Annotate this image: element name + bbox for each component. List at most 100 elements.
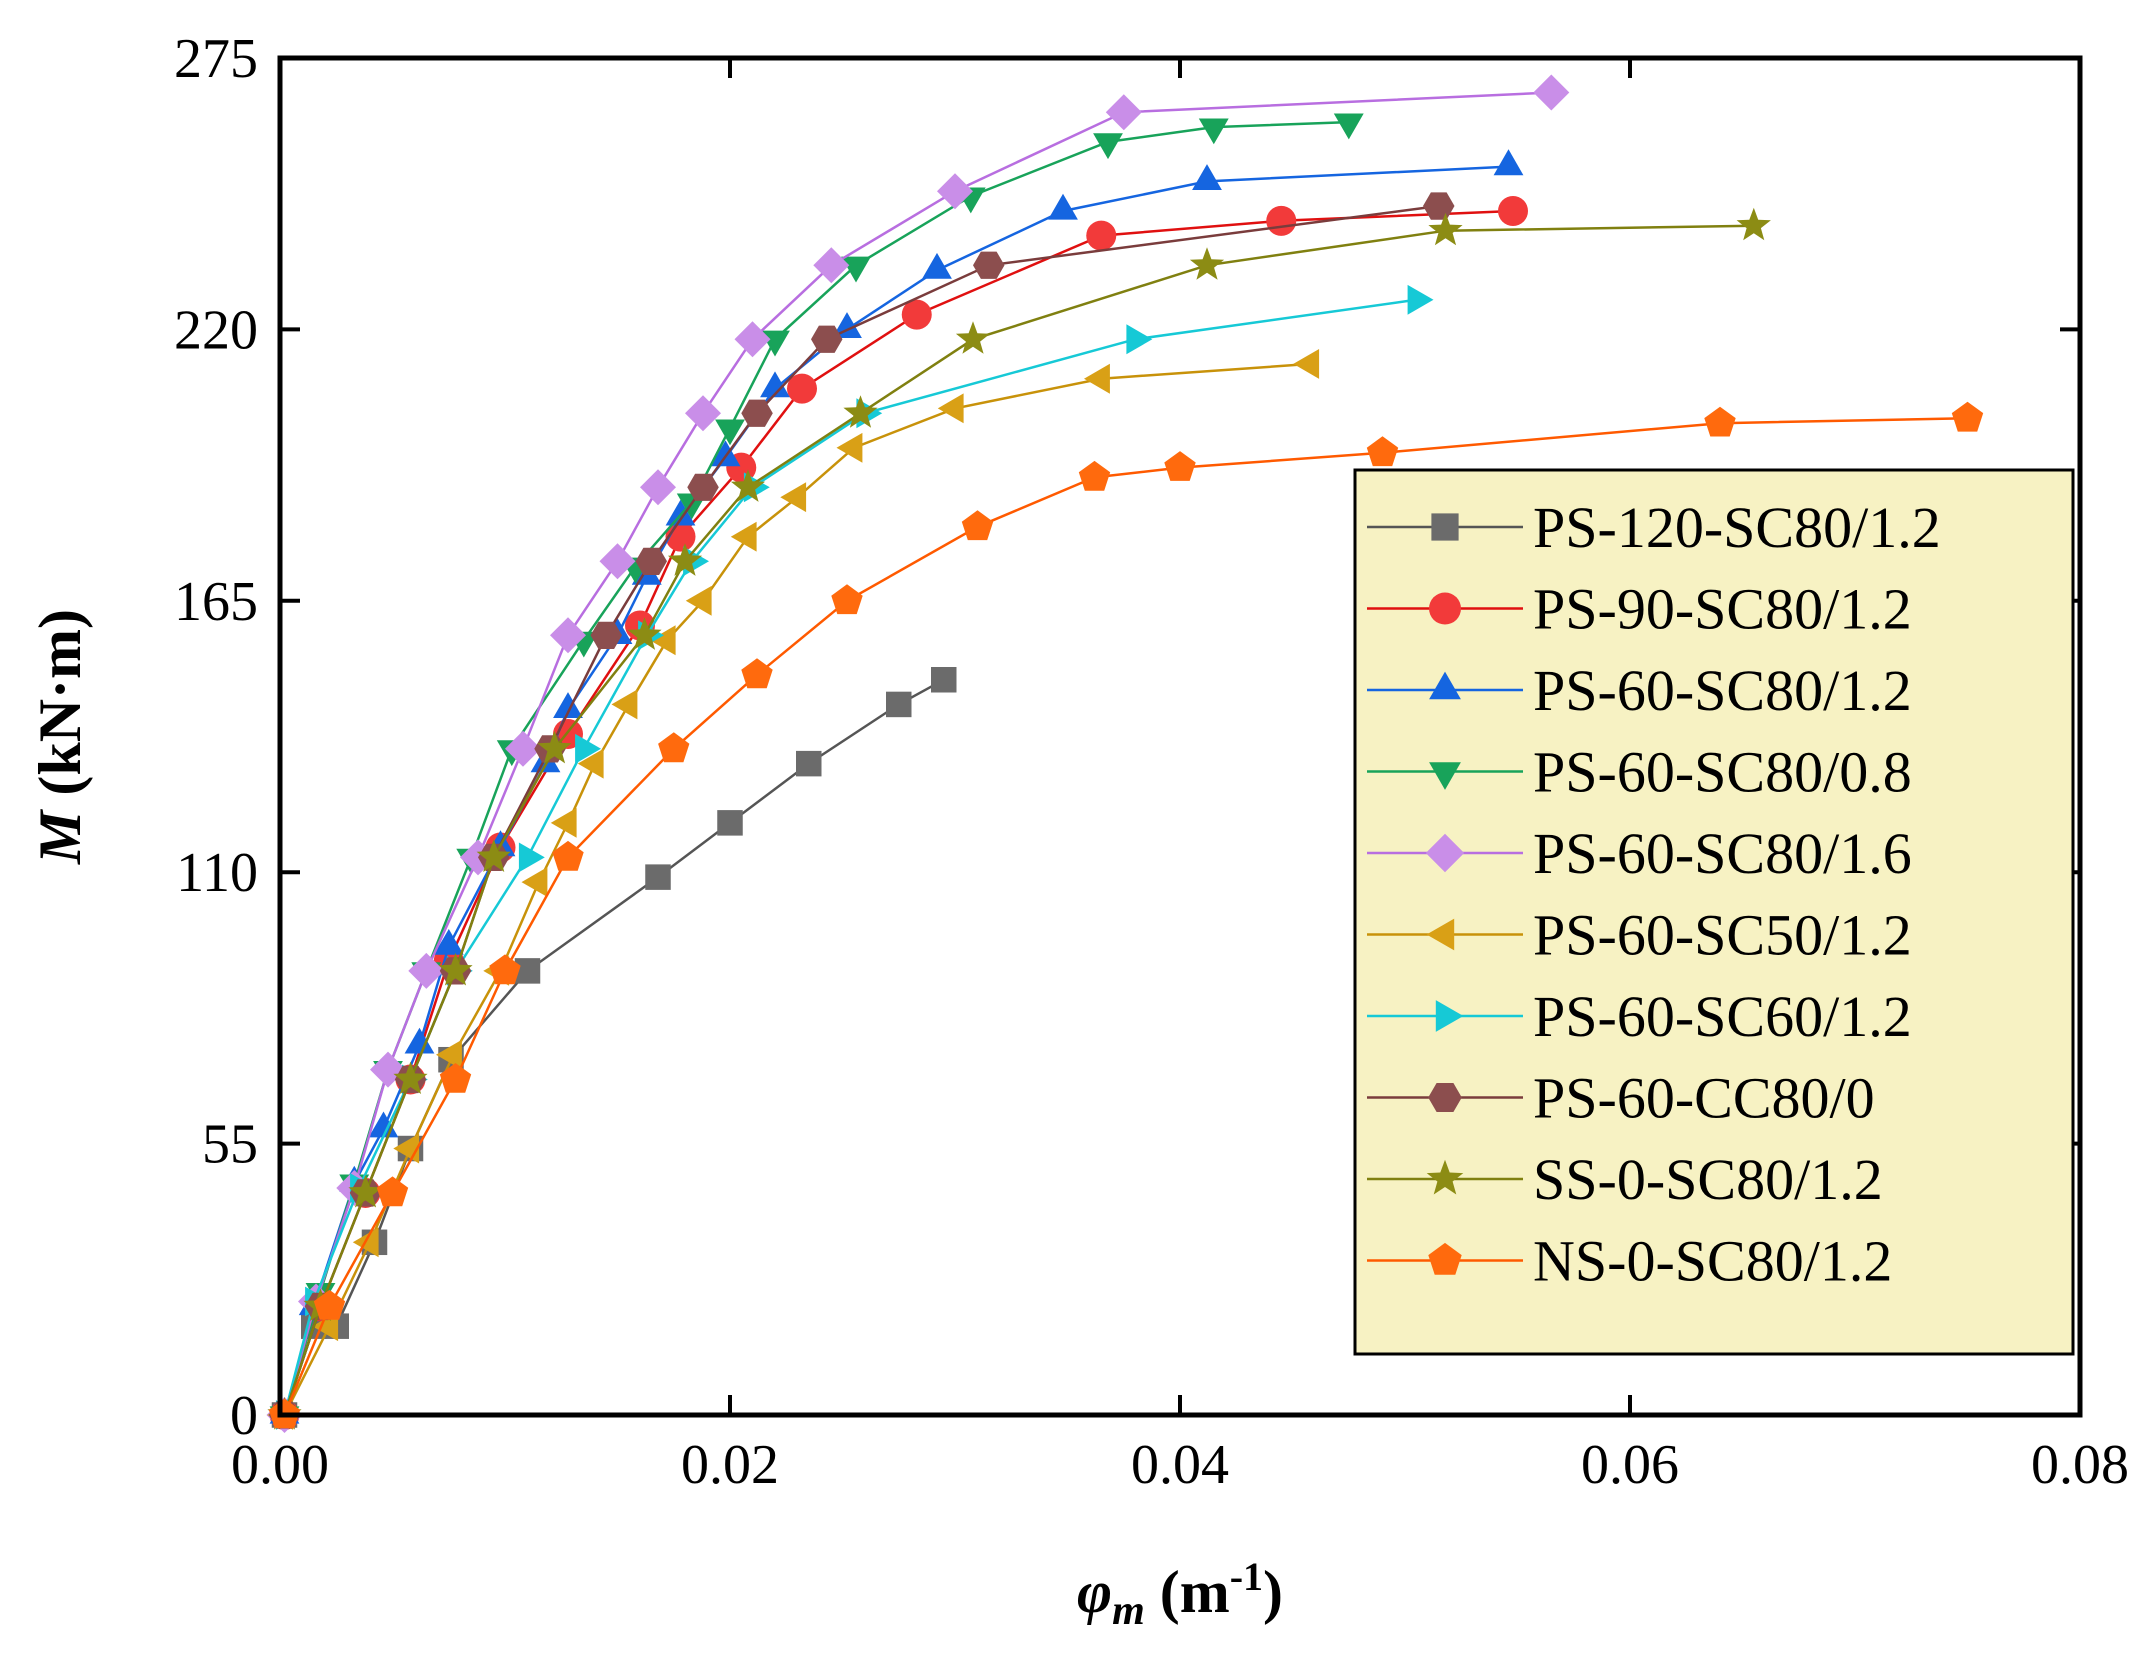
data-point: [1266, 205, 1297, 236]
data-point: [348, 1174, 383, 1208]
data-point: [640, 469, 676, 506]
x-tick-label: 0.06: [1581, 1434, 1679, 1496]
legend-box: [1353, 468, 2075, 1356]
axis-ticks: 0.00 0.02 0.04 0.06 0.08 0 55 110 165 220 275: [174, 28, 2129, 1496]
data-point: [741, 658, 773, 689]
data-point: [1951, 401, 1984, 432]
legend-label: PS-120-SC80/1.2: [1533, 495, 1941, 560]
data-point: [1084, 363, 1110, 394]
legend-item: SS-0-SC80/1.2: [1367, 1147, 1883, 1212]
y-tick-label: 275: [174, 28, 258, 90]
data-point: [667, 543, 703, 576]
data-point: [843, 395, 878, 428]
data-point: [901, 299, 932, 330]
legend-label: NS-0-SC80/1.2: [1533, 1229, 1892, 1294]
series-line: [283, 165, 1509, 1416]
data-point: [553, 692, 583, 718]
y-axis-unit: (kN·m): [27, 609, 93, 811]
x-tick-label: 0.08: [2031, 1434, 2129, 1496]
legend-label: PS-60-SC80/1.6: [1533, 821, 1912, 886]
data-point: [1048, 193, 1078, 220]
series-2: [269, 195, 1528, 1430]
legend-item: PS-60-CC80/0: [1367, 1066, 1875, 1131]
data-point: [1164, 451, 1196, 481]
data-point: [780, 482, 807, 513]
data-point: [1078, 460, 1111, 491]
data-point: [649, 625, 676, 656]
data-point: [937, 173, 973, 210]
data-point: [645, 864, 671, 890]
data-point: [715, 419, 745, 446]
data-point: [550, 807, 577, 838]
series-8: [268, 192, 1455, 1429]
data-point: [537, 730, 572, 764]
y-axis-symbol: M: [27, 808, 93, 865]
data-point: [922, 252, 952, 279]
data-point: [973, 251, 1005, 279]
x-axis-subscript: m: [1112, 1588, 1145, 1634]
data-point: [1198, 118, 1229, 145]
data-point: [1333, 113, 1364, 140]
series-10: [268, 401, 1984, 1429]
series-line: [283, 678, 945, 1416]
x-axis-unit-close: ): [1263, 1559, 1283, 1625]
data-point: [376, 1176, 409, 1207]
data-point: [787, 373, 817, 404]
data-point: [577, 748, 604, 779]
data-point: [1093, 133, 1123, 160]
y-tick-label: 220: [174, 299, 258, 361]
data-point: [1126, 324, 1153, 355]
data-point: [436, 1039, 462, 1070]
legend-marker: [1428, 1242, 1462, 1275]
series-line: [283, 209, 1514, 1416]
data-point: [717, 810, 743, 836]
x-axis-title: φm (m-1): [1077, 1554, 1283, 1634]
legend-label: PS-60-SC60/1.2: [1533, 984, 1912, 1049]
data-point: [635, 547, 667, 575]
legend-marker: [1428, 1083, 1462, 1112]
data-point: [552, 840, 584, 871]
legend: PS-120-SC80/1.2 PS-90-SC80/1.2 PS-60-SC80/…: [1353, 468, 2075, 1356]
data-point: [439, 1063, 472, 1093]
series-line: [283, 298, 1417, 1416]
legend-label: PS-60-CC80/0: [1533, 1066, 1875, 1131]
x-tick-label: 0.02: [681, 1434, 779, 1496]
data-point: [408, 952, 445, 989]
legend-item: PS-60-SC80/1.2: [1367, 658, 1912, 723]
data-point: [505, 730, 541, 767]
series-line: [283, 362, 1311, 1416]
legend-item: PS-120-SC80/1.2: [1367, 495, 1941, 560]
series-1: [271, 667, 957, 1428]
legend-label: PS-90-SC80/1.2: [1533, 577, 1912, 642]
data-point: [476, 839, 511, 872]
data-point: [1428, 212, 1463, 246]
data-point: [1105, 94, 1142, 131]
data-point: [627, 617, 662, 650]
data-point: [1366, 436, 1399, 467]
data-point: [710, 440, 741, 467]
data-point: [1704, 406, 1736, 437]
data-point: [404, 1027, 435, 1054]
legend-label: SS-0-SC80/1.2: [1533, 1147, 1883, 1212]
data-point: [1498, 195, 1528, 226]
y-tick-label: 55: [202, 1114, 258, 1176]
data-point: [1423, 192, 1455, 220]
data-point: [831, 584, 863, 615]
data-point: [599, 543, 636, 580]
data-point: [730, 521, 757, 552]
data-point: [734, 321, 771, 358]
data-point: [937, 393, 964, 424]
data-point: [1293, 349, 1320, 379]
data-point: [687, 473, 719, 501]
legend-marker: [1429, 671, 1461, 700]
x-axis-unit-open: (m: [1145, 1559, 1230, 1625]
data-point: [813, 247, 850, 284]
y-tick-label: 110: [176, 842, 258, 904]
legend-marker: [1435, 1000, 1464, 1032]
data-point: [665, 499, 696, 526]
data-point: [1493, 149, 1524, 176]
series-line: [283, 91, 1552, 1416]
y-axis-title: M (kN·m): [27, 609, 93, 865]
data-point: [393, 1061, 428, 1094]
